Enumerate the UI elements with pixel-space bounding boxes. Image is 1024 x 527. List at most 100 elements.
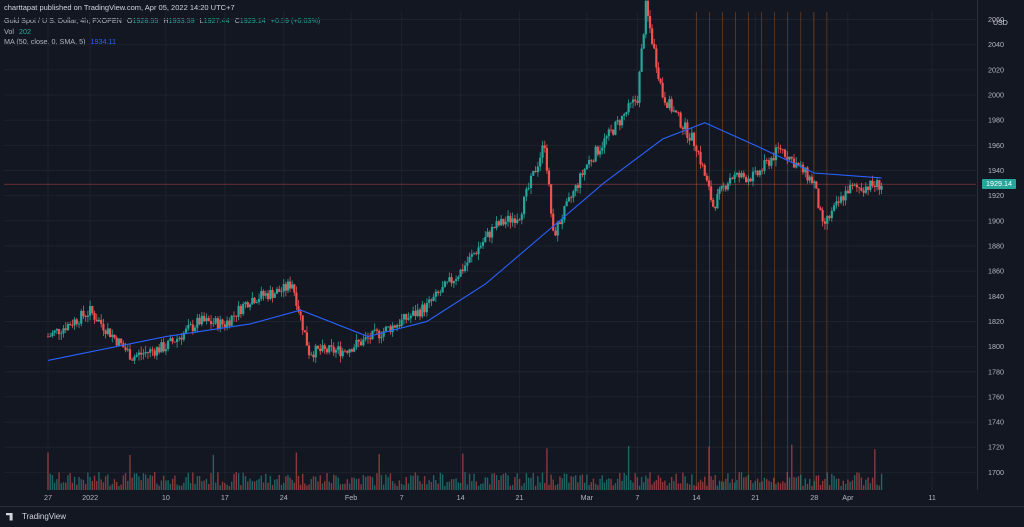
candle-body xyxy=(149,349,152,353)
candle-body xyxy=(140,352,143,355)
candle-body xyxy=(627,103,630,113)
volume-bar xyxy=(791,444,793,490)
volume-bar xyxy=(109,485,111,490)
volume-row[interactable]: Vol 202 xyxy=(4,27,323,38)
volume-bar xyxy=(643,482,645,490)
volume-bar xyxy=(847,479,849,490)
volume-bar xyxy=(819,485,822,490)
ma-row[interactable]: MA (50, close, 0, SMA, 5) 1934.11 xyxy=(4,37,323,48)
candle-body xyxy=(614,121,617,135)
price-tick-label: 1860 xyxy=(988,267,1004,276)
candle-body xyxy=(690,132,693,141)
candle-body xyxy=(443,281,446,287)
volume-bar xyxy=(712,479,714,490)
volume-bar xyxy=(636,477,639,490)
volume-bar xyxy=(482,483,484,490)
candle-body xyxy=(100,319,103,324)
volume-bar xyxy=(518,478,521,490)
volume-bar xyxy=(693,485,695,490)
volume-bar xyxy=(398,480,401,490)
volume-bar xyxy=(102,482,105,490)
candle-body xyxy=(126,349,129,351)
symbol-name: Gold Spot / U.S. Dollar, 4h, FXOPEN xyxy=(4,16,122,25)
volume-bar xyxy=(697,482,700,490)
price-tick-label: 1720 xyxy=(988,443,1004,452)
candle-body xyxy=(701,164,704,166)
volume-bar xyxy=(466,484,469,490)
candle-body xyxy=(543,145,546,148)
candle-body xyxy=(448,277,451,282)
candle-body xyxy=(797,162,800,165)
candle-body xyxy=(525,188,528,197)
price-tick-label: 1940 xyxy=(988,166,1004,175)
volume-bar xyxy=(733,482,736,490)
candle-body xyxy=(590,160,593,162)
time-tick-label: 21 xyxy=(751,493,759,502)
candle-body xyxy=(481,242,485,246)
volume-bar xyxy=(491,473,493,490)
volume-bar xyxy=(283,482,285,490)
currency-label[interactable]: USD xyxy=(993,20,1008,27)
volume-bar xyxy=(76,484,78,490)
candle-body xyxy=(434,291,437,297)
price-axis[interactable] xyxy=(977,0,1024,490)
volume-bar xyxy=(419,481,421,490)
volume-bar xyxy=(176,484,178,490)
candle-body xyxy=(314,345,317,358)
candle-body xyxy=(158,347,161,353)
volume-bar xyxy=(214,482,217,490)
volume-bar xyxy=(638,485,641,490)
candle-body xyxy=(228,320,231,326)
candle-body xyxy=(454,279,458,281)
volume-bar xyxy=(704,476,706,490)
volume-bar xyxy=(351,477,353,490)
price-tick-label: 1760 xyxy=(988,392,1004,401)
candle-body xyxy=(539,157,542,167)
candle-body xyxy=(763,160,766,171)
candle-body xyxy=(751,171,755,182)
volume-bar xyxy=(502,473,505,490)
volume-bar xyxy=(453,479,455,490)
candle-body xyxy=(235,315,238,317)
candle-body xyxy=(835,201,838,206)
volume-bar xyxy=(865,479,867,490)
volume-bar xyxy=(247,481,249,490)
candle-body xyxy=(844,190,847,201)
tradingview-logo[interactable]: TradingView xyxy=(6,512,66,521)
candle-body xyxy=(310,354,313,356)
volume-bar xyxy=(528,477,530,490)
volume-bar xyxy=(67,475,69,490)
candle-body xyxy=(167,340,170,350)
volume-bar xyxy=(583,482,586,490)
candle-body xyxy=(563,206,566,220)
candle-body xyxy=(605,136,608,139)
candle-body xyxy=(291,284,294,289)
candle-body xyxy=(97,319,101,322)
volume-bar xyxy=(856,472,858,490)
volume-bar xyxy=(410,475,412,490)
volume-bar xyxy=(599,478,601,490)
candle-body xyxy=(95,319,98,322)
candle-body xyxy=(200,315,203,325)
volume-bar xyxy=(627,445,630,490)
candle-body xyxy=(607,129,610,137)
candle-body xyxy=(323,345,326,349)
candle-body xyxy=(343,350,347,352)
candle-body xyxy=(93,313,96,320)
time-tick-label: Apr xyxy=(842,493,854,502)
candle-body xyxy=(221,319,224,325)
volume-bar xyxy=(256,480,258,490)
volume-bar xyxy=(169,483,172,490)
volume-bar xyxy=(468,473,471,490)
candle-body xyxy=(830,210,833,219)
candle-body xyxy=(740,172,743,178)
candle-body xyxy=(842,196,845,201)
volume-bar xyxy=(675,473,677,490)
candle-body xyxy=(269,289,272,300)
volume-bar xyxy=(183,482,185,490)
candle-body xyxy=(398,325,401,327)
candle-body xyxy=(82,310,85,317)
close-label: C xyxy=(234,16,240,25)
candle-body xyxy=(703,165,706,176)
